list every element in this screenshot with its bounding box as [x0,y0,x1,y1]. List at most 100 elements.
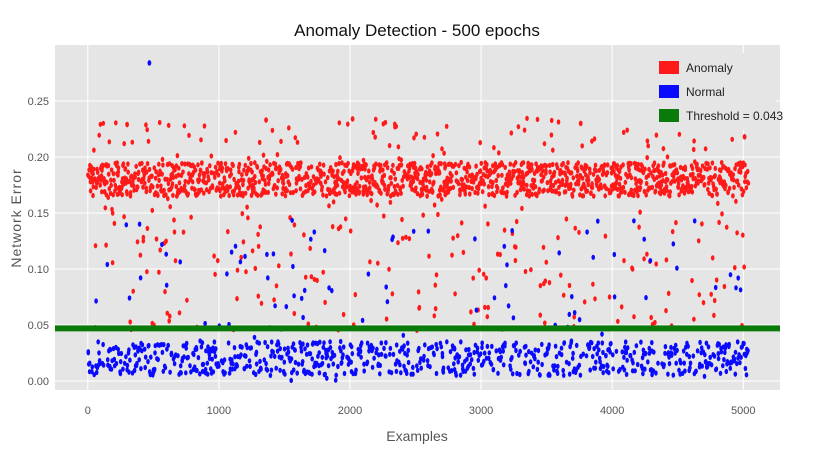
normal-point [339,360,344,366]
anomaly-point [735,178,740,184]
anomaly-point [353,292,358,298]
normal-point [211,369,216,375]
normal-point [677,367,681,373]
anomaly-point [303,274,308,280]
anomaly-point [696,238,701,244]
anomaly-point [513,257,518,264]
normal-point [293,359,298,366]
anomaly-point [519,182,523,188]
anomaly-point [654,132,659,138]
anomaly-point [216,160,220,166]
normal-point [557,250,561,256]
anomaly-point [675,170,680,176]
anomaly-point [664,184,669,190]
anomaly-point [321,269,326,275]
anomaly-point [593,162,598,168]
normal-point [268,372,273,378]
anomaly-point [735,230,739,236]
normal-point [478,351,483,357]
anomaly-point [636,161,641,167]
normal-point [269,339,274,345]
normal-point [326,363,331,369]
normal-point [476,357,481,363]
anomaly-point [256,293,261,299]
anomaly-point [617,168,622,175]
anomaly-point [235,296,239,302]
normal-point [695,348,700,354]
anomaly-point [399,190,403,196]
normal-point [475,349,480,355]
anomaly-point [484,275,489,281]
anomaly-point [88,188,93,194]
anomaly-point [182,123,187,129]
normal-point [738,287,743,293]
normal-point [491,366,496,373]
anomaly-point [548,169,552,175]
anomaly-point [268,162,272,168]
anomaly-point [160,156,165,162]
normal-point [233,243,238,249]
anomaly-point [700,163,705,169]
anomaly-point [264,117,268,123]
normal-point [184,345,188,351]
anomaly-point [388,199,393,205]
anomaly-point [287,181,292,188]
normal-point [591,254,595,260]
anomaly-point [591,281,595,287]
normal-point [276,341,281,347]
anomaly-point [165,176,169,182]
normal-point [284,304,289,310]
normal-point [593,365,598,371]
normal-point [278,346,283,352]
normal-point [625,357,629,363]
normal-point [686,343,690,349]
normal-point [310,356,315,362]
anomaly-point [207,177,211,183]
anomaly-point [590,138,594,144]
anomaly-point [662,160,666,166]
anomaly-point [213,271,217,277]
anomaly-point [731,177,736,183]
normal-point [166,342,170,348]
anomaly-point [157,177,161,183]
normal-point [406,359,411,366]
anomaly-point [690,277,694,284]
normal-point [561,367,565,374]
anomaly-point [645,251,649,257]
legend-swatch-anomaly [659,61,679,74]
normal-point [538,372,542,378]
normal-point [108,347,113,353]
normal-point [143,354,148,360]
normal-point [259,366,263,372]
anomaly-point [107,139,112,145]
anomaly-point [511,173,516,179]
anomaly-point [157,119,162,126]
anomaly-point [414,131,419,137]
anomaly-point [144,122,148,128]
normal-point [203,320,207,327]
anomaly-point [486,304,491,311]
normal-point [225,271,229,277]
anomaly-point [115,160,119,166]
normal-point [683,368,687,374]
normal-point [189,369,193,375]
anomaly-point [287,125,291,131]
anomaly-point [529,162,534,168]
anomaly-point [193,187,197,193]
anomaly-point [299,160,303,166]
normal-point [641,371,645,377]
anomaly-point [553,179,558,185]
anomaly-point [642,256,646,262]
normal-point [465,356,469,362]
anomaly-point [508,180,513,186]
anomaly-point [337,120,342,126]
anomaly-point [320,184,324,190]
anomaly-point [665,188,669,194]
anomaly-point [703,146,708,152]
anomaly-point [656,163,661,169]
anomaly-point [126,169,130,175]
normal-point [233,354,237,360]
anomaly-point [454,170,459,176]
anomaly-point [422,134,427,140]
normal-point [296,361,301,367]
